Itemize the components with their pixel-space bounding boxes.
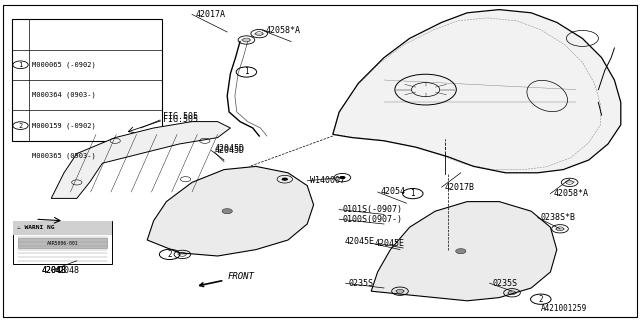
Text: 42045D: 42045D <box>214 146 244 155</box>
Bar <box>13 221 112 235</box>
Text: 0235S: 0235S <box>349 279 374 288</box>
Text: 1: 1 <box>410 189 415 198</box>
Text: 42058*A: 42058*A <box>266 26 301 35</box>
Circle shape <box>282 178 288 181</box>
Text: 1: 1 <box>19 62 22 68</box>
Polygon shape <box>371 202 557 301</box>
Text: M000364 (0903-): M000364 (0903-) <box>32 92 96 99</box>
Text: 0238S*B: 0238S*B <box>541 213 576 222</box>
Text: 0101S(-0907): 0101S(-0907) <box>342 205 403 214</box>
Text: 1: 1 <box>244 68 249 76</box>
Text: 42048: 42048 <box>42 266 67 275</box>
Text: 42017B: 42017B <box>445 183 475 192</box>
Text: 2: 2 <box>19 123 22 129</box>
Text: 42045E: 42045E <box>374 239 404 248</box>
Text: M000159 (-0902): M000159 (-0902) <box>32 122 96 129</box>
Polygon shape <box>147 166 314 256</box>
Text: 42048: 42048 <box>54 266 79 275</box>
Circle shape <box>339 176 346 179</box>
Polygon shape <box>333 10 621 173</box>
Text: 0235S: 0235S <box>493 279 518 288</box>
Text: 42058*A: 42058*A <box>554 189 589 198</box>
Text: 0100S(0907-): 0100S(0907-) <box>342 215 403 224</box>
Text: M000065 (-0902): M000065 (-0902) <box>32 61 96 68</box>
Text: 42048: 42048 <box>42 266 67 275</box>
Text: 42017A: 42017A <box>195 10 225 19</box>
Text: A4R5006-001: A4R5006-001 <box>47 241 78 246</box>
Bar <box>12 19 162 141</box>
Text: FIG.505: FIG.505 <box>163 112 198 121</box>
Polygon shape <box>51 122 230 198</box>
Bar <box>13 221 112 264</box>
Circle shape <box>456 249 466 254</box>
Text: ⚠ WARNI NG: ⚠ WARNI NG <box>17 225 55 230</box>
Text: 2: 2 <box>538 295 543 304</box>
Text: 42045E: 42045E <box>344 237 374 246</box>
Bar <box>18 238 107 248</box>
Text: A421001259: A421001259 <box>541 304 587 313</box>
Text: M000365 (0903-): M000365 (0903-) <box>32 153 96 159</box>
Text: W140007: W140007 <box>310 176 346 185</box>
Text: 42045D: 42045D <box>214 144 244 153</box>
Text: 42054: 42054 <box>381 188 406 196</box>
Text: FRONT: FRONT <box>200 272 254 286</box>
Text: FIG.505: FIG.505 <box>163 116 198 124</box>
Circle shape <box>222 209 232 214</box>
Text: 2: 2 <box>167 250 172 259</box>
